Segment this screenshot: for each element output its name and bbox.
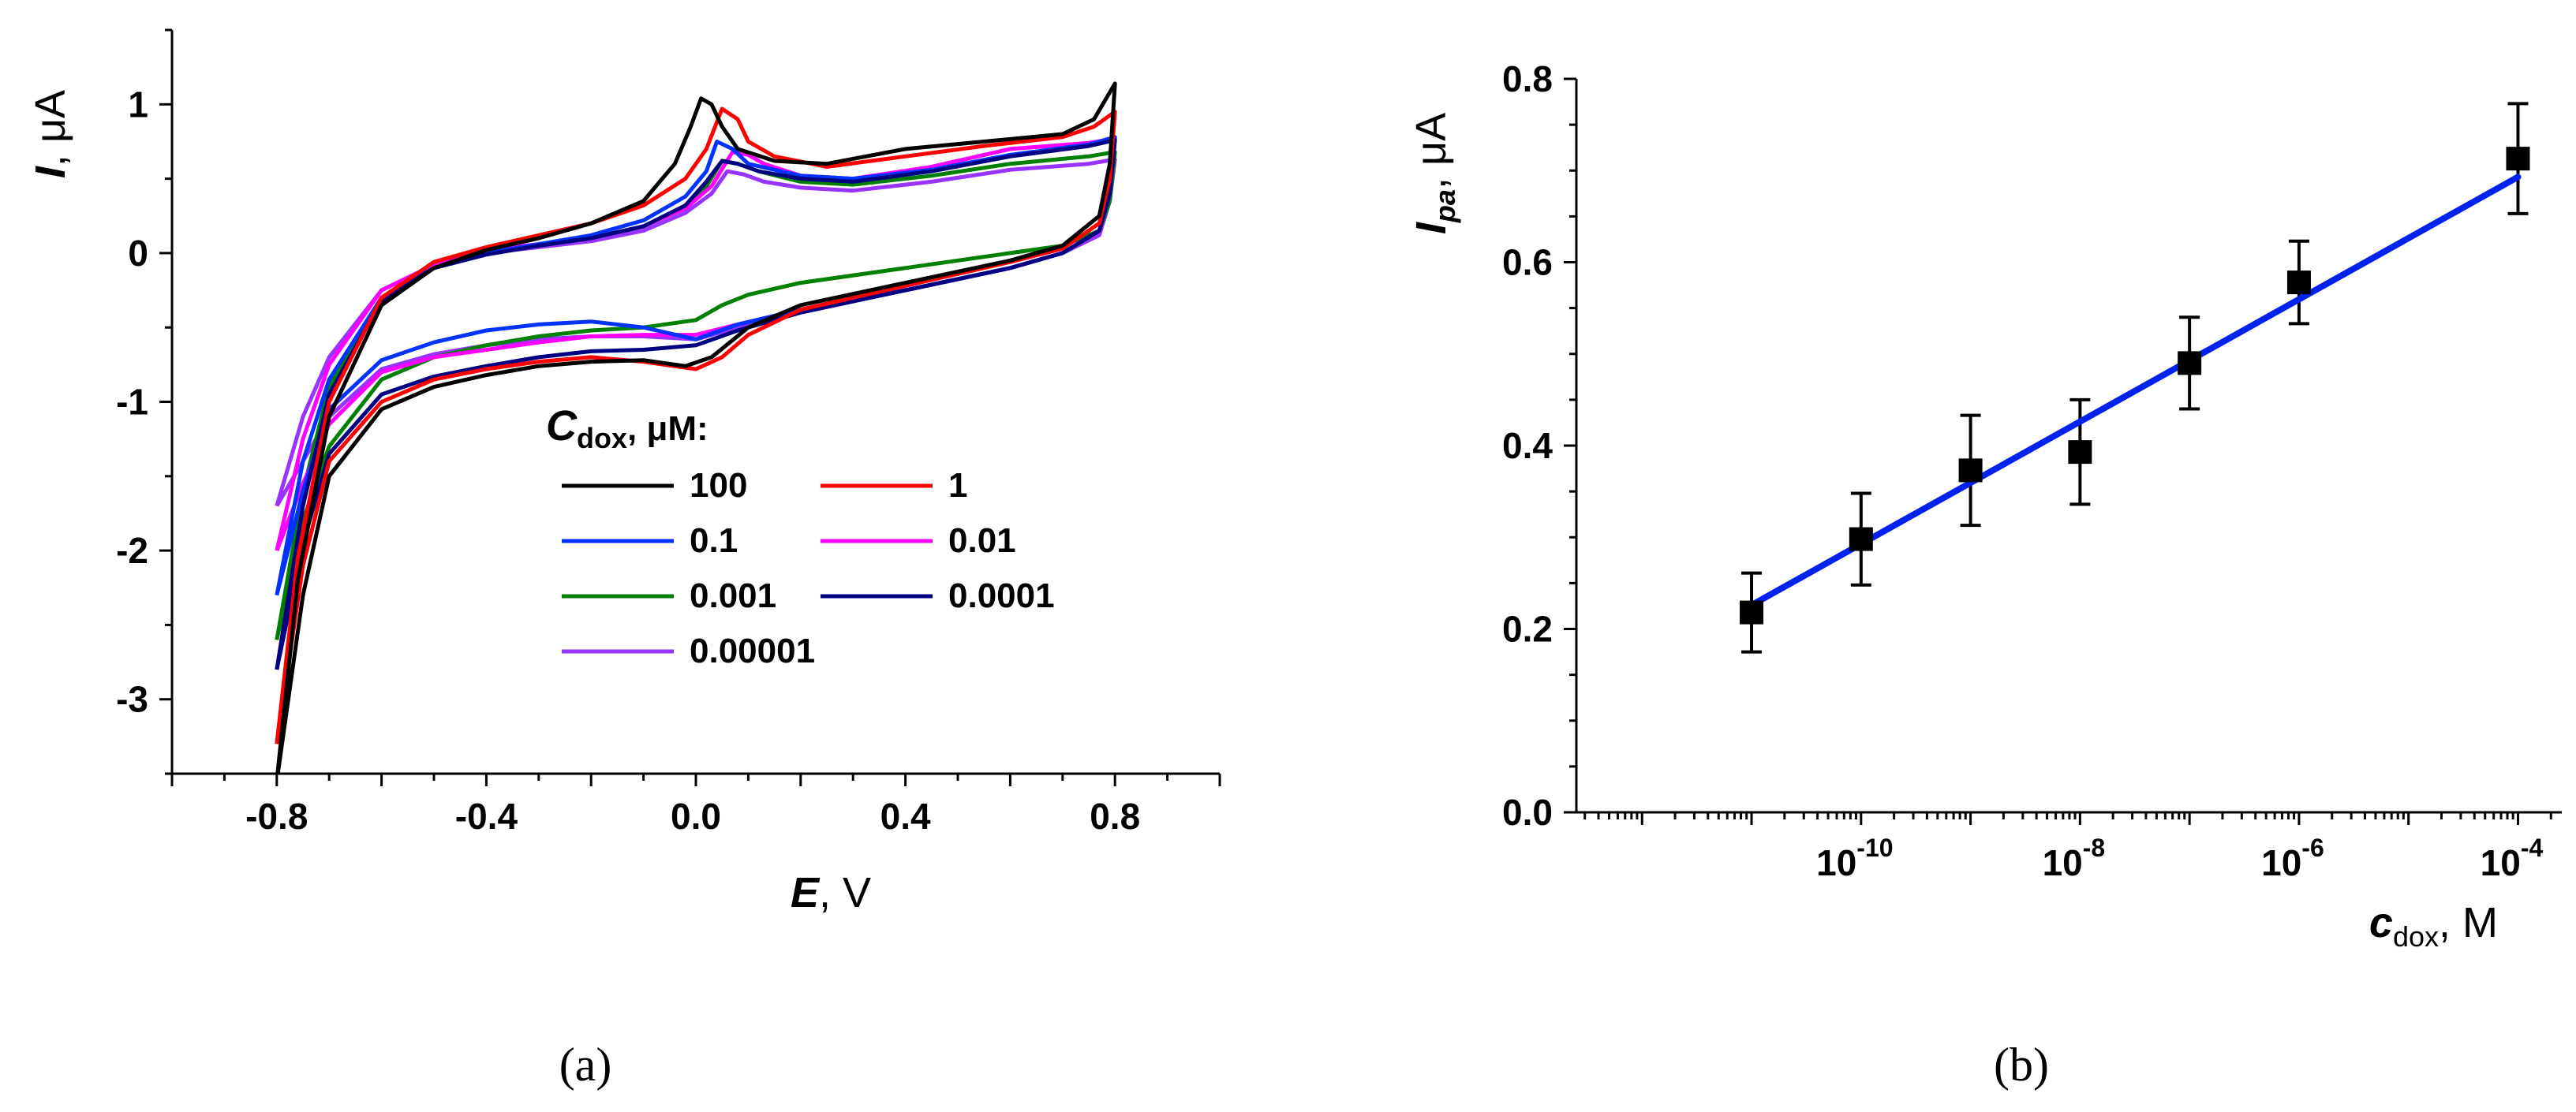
data-point [2068,440,2092,465]
data-point [2506,147,2530,171]
chart-a-cyclic-voltammograms: -0.8 -0.4 0.0 0.4 0.8 -3 -2 -1 0 1 E, V I, μA Cdo… [27,28,1221,1091]
panel-label-b: (b) [1994,1039,2049,1091]
data-point [1958,458,1983,483]
cv-curve-100 [275,81,1117,774]
chart-b-x-tick-label: 10-8 [2043,834,2106,883]
chart-b-x-tick-label: 10-10 [1816,834,1893,883]
chart-b-calibration-plot: 0.0 0.2 0.4 0.6 0.8 10-10 10-8 10-6 10-4 cdox, M… [1408,58,2562,1091]
chart-b-x-tick-label: 10-4 [2481,834,2544,883]
chart-b-y-tick-label: 0.8 [1502,58,1553,99]
chart-b-y-tick-label: 0.4 [1502,425,1553,466]
chart-a-x-tick-label: -0.8 [245,796,308,837]
chart-a-x-tick-label: 0.4 [880,796,931,837]
legend-label: 0.001 [690,577,776,615]
chart-b-ylabel: Ipa, μA [1408,113,1461,234]
panel-label-a: (a) [559,1039,612,1091]
legend-label: 0.00001 [690,632,815,670]
chart-a-y-tick-label: 0 [128,233,148,274]
chart-a-x-tick-label: -0.4 [455,796,518,837]
chart-b-xlabel: cdox, M [2369,899,2498,953]
legend-label: 0.0001 [948,577,1055,615]
data-point [2178,351,2202,375]
chart-a-x-tick-label: 0.0 [671,796,721,837]
chart-a-y-tick-label: -1 [116,382,148,423]
data-point [2286,271,2311,295]
legend-label: 1 [948,466,967,505]
chart-a-y-tick-label: 1 [128,84,148,125]
legend-label: 100 [690,466,747,505]
fit-line [1748,174,2522,609]
chart-b-axes: 0.0 0.2 0.4 0.6 0.8 10-10 10-8 10-6 10-4 [1502,58,2562,883]
chart-a-x-tick-label: 0.8 [1090,796,1140,837]
chart-b-data [1740,102,2530,654]
chart-a-ylabel: I, μA [27,90,74,178]
chart-a-xlabel: E, V [791,869,871,916]
chart-a-curves [275,81,1117,774]
chart-b-x-tick-label: 10-6 [2261,834,2324,883]
chart-a-y-tick-label: -2 [116,530,148,571]
chart-b-y-tick-label: 0.0 [1502,792,1553,833]
chart-a-legend: Cdox, μM: 100 1 0.1 0.01 0.001 0.0001 0.00001 [546,402,1055,670]
chart-a-y-tick-label: -3 [116,679,148,720]
cv-curve-0-0001 [275,138,1117,670]
chart-b-y-tick-label: 0.2 [1502,609,1553,650]
chart-b-y-tick-label: 0.6 [1502,242,1553,283]
legend-label: 0.1 [690,521,738,560]
legend-label: 0.01 [948,521,1016,560]
data-point [1849,527,1873,551]
legend-title: Cdox, μM: [546,402,708,454]
data-point [1740,600,1764,625]
chart-a-axes: -0.8 -0.4 0.0 0.4 0.8 -3 -2 -1 0 1 [116,28,1221,837]
